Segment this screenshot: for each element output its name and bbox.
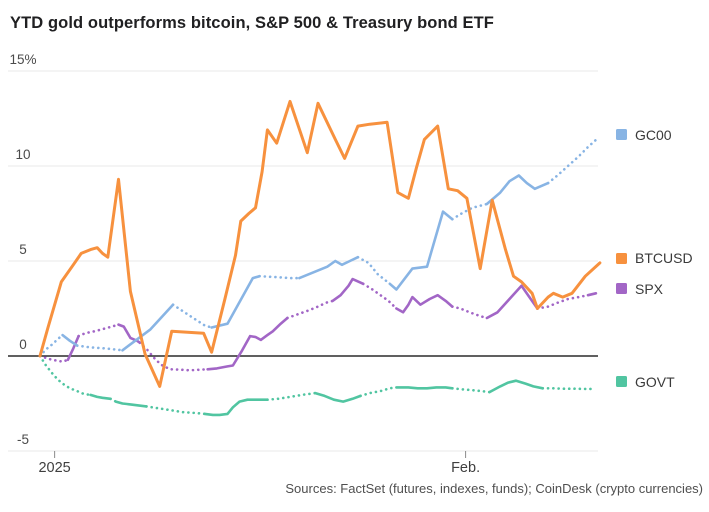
- series-line-gc00-seg3: [121, 303, 175, 352]
- series-line-spx-seg5: [206, 316, 289, 371]
- series-line-gc00-seg7: [298, 255, 360, 280]
- y-tick-label-15%: 15%: [9, 52, 36, 67]
- legend-item-gc00: GC00: [616, 127, 672, 143]
- series-line-spx-seg8: [361, 282, 398, 310]
- series-line-govt-seg12: [541, 387, 595, 391]
- x-tick-label-Feb.: Feb.: [451, 460, 480, 476]
- sources-note: Sources: FactSet (futures, indexes, fund…: [285, 481, 703, 496]
- spx-swatch-icon: [616, 283, 627, 294]
- series-line-spx-seg12: [536, 293, 590, 310]
- btcusd-swatch-icon: [616, 252, 627, 264]
- series-line-spx-seg7: [331, 277, 365, 303]
- series-line-govt-seg5: [203, 398, 269, 417]
- series-line-gc00-seg12: [546, 136, 600, 185]
- series-line-btcusd-seg0: [38, 99, 602, 388]
- series-line-govt-seg9: [395, 386, 454, 390]
- govt-swatch-icon: [616, 376, 627, 388]
- series-line-gc00-seg11: [485, 174, 550, 206]
- series-line-gc00-seg0: [38, 333, 64, 358]
- series-line-govt-seg4: [145, 405, 207, 416]
- y-tick-label-10: 10: [15, 147, 30, 162]
- series-line-govt-seg0: [38, 354, 92, 397]
- series-line-gc00-seg4: [171, 303, 213, 329]
- series-line-spx-seg11: [485, 284, 539, 320]
- series-line-gc00-seg8: [356, 255, 392, 286]
- series-line-spx-seg2: [77, 323, 120, 338]
- series-line-govt-seg3: [114, 400, 148, 408]
- legend-item-btcusd: BTCUSD: [616, 250, 693, 266]
- series-line-gc00-seg9: [388, 210, 454, 291]
- x-tick-label-2025: 2025: [38, 460, 70, 476]
- series-line-govt-seg7: [314, 391, 362, 403]
- series-line-spx-seg13: [586, 292, 598, 297]
- series-line-spx-seg10: [451, 305, 489, 320]
- series-line-govt-seg1: [89, 393, 112, 401]
- series-line-spx-seg9: [395, 293, 454, 314]
- legend-label-spx: SPX: [635, 280, 664, 297]
- chart-title: YTD gold outperforms bitcoin, S&P 500 & …: [10, 14, 494, 32]
- series-line-gc00-seg6: [258, 274, 301, 280]
- series-line-govt-seg10: [451, 387, 491, 394]
- legend-label-govt: GOVT: [635, 373, 675, 390]
- y-tick-label-0: 0: [19, 337, 27, 352]
- series-line-govt-seg11: [488, 379, 544, 394]
- legend-item-spx: SPX: [616, 281, 663, 297]
- series-line-spx-seg4: [138, 341, 209, 372]
- series-line-govt-seg6: [266, 391, 317, 401]
- y-tick-label--5: -5: [17, 432, 29, 447]
- series-line-spx-seg0: [38, 354, 70, 363]
- series-line-spx-seg1: [66, 334, 80, 362]
- series-line-govt-seg8: [359, 386, 398, 398]
- y-tick-label-5: 5: [19, 242, 27, 257]
- gc00-swatch-icon: [616, 129, 627, 141]
- series-line-spx-seg3: [117, 323, 142, 344]
- legend-label-btcusd: BTCUSD: [635, 250, 693, 267]
- legend-label-gc00: GC00: [635, 126, 672, 143]
- series-line-spx-seg6: [286, 299, 334, 320]
- series-line-gc00-seg10: [451, 202, 489, 221]
- series-line-gc00-seg2: [75, 344, 124, 352]
- legend-item-govt: GOVT: [616, 374, 675, 390]
- series-line-gc00-seg1: [61, 333, 79, 347]
